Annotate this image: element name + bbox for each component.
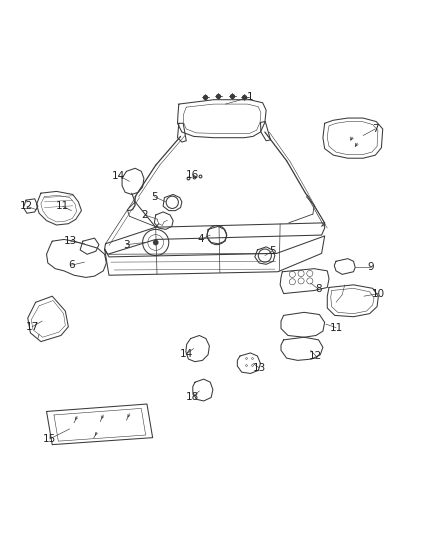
Text: 12: 12	[309, 351, 322, 361]
Text: 15: 15	[43, 434, 56, 444]
Text: 11: 11	[56, 201, 69, 211]
Text: 14: 14	[180, 349, 193, 359]
Text: 13: 13	[64, 236, 77, 246]
Text: 9: 9	[367, 262, 374, 271]
Text: 4: 4	[198, 235, 204, 245]
Text: 17: 17	[25, 322, 39, 332]
Text: 18: 18	[186, 392, 199, 401]
Text: 16: 16	[186, 170, 199, 180]
Text: 7: 7	[372, 124, 378, 134]
Text: 2: 2	[141, 210, 148, 220]
Text: 6: 6	[68, 260, 75, 270]
Text: 13: 13	[253, 363, 266, 373]
Circle shape	[153, 240, 158, 245]
Text: 1: 1	[247, 92, 254, 102]
Text: 14: 14	[112, 171, 125, 181]
Text: 10: 10	[372, 288, 385, 298]
Text: 3: 3	[123, 240, 130, 249]
Text: 5: 5	[151, 192, 158, 201]
Text: 8: 8	[315, 284, 322, 294]
Text: 5: 5	[269, 246, 276, 256]
Text: 11: 11	[329, 322, 343, 333]
Text: 12: 12	[20, 201, 34, 211]
